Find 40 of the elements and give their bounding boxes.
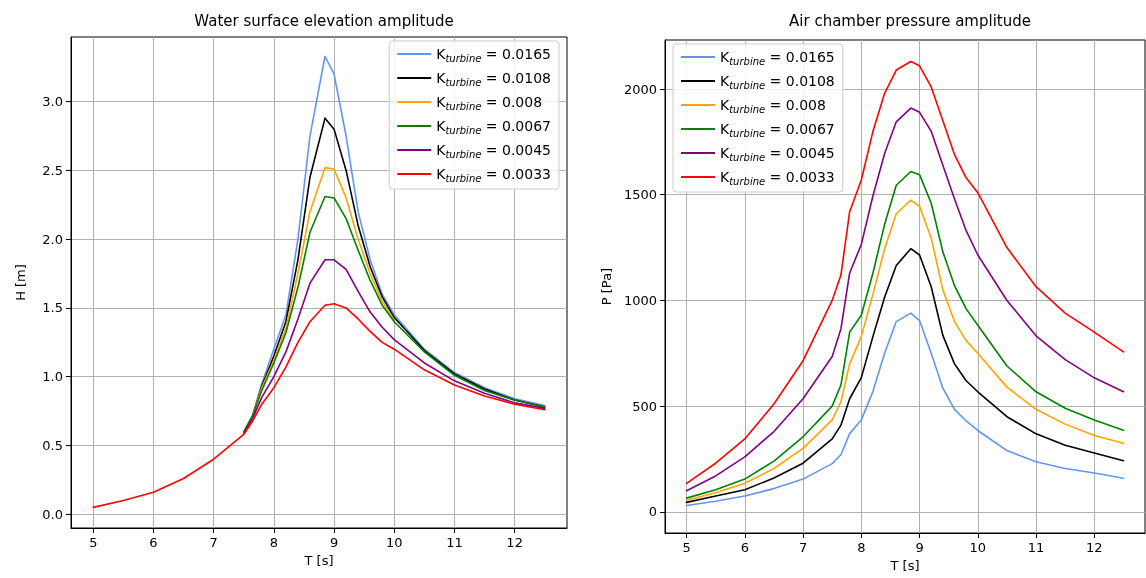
line-series xyxy=(251,166,396,417)
x-tick-label: 10 xyxy=(385,535,403,550)
x-tick-label: 9 xyxy=(329,535,339,550)
y-tick-label: 1500 xyxy=(623,187,657,203)
line-series xyxy=(92,303,546,509)
y-axis-title: H [m] xyxy=(13,264,28,301)
x-tick-label: 7 xyxy=(798,540,808,555)
x-tick-label: 10 xyxy=(969,540,987,555)
line-series xyxy=(685,247,1125,504)
y-tick-label: 0 xyxy=(648,504,657,520)
x-tick-label: 9 xyxy=(915,540,924,555)
line-series xyxy=(242,195,546,433)
x-tick-label: 7 xyxy=(209,535,218,550)
x-axis-title: T [s] xyxy=(889,557,920,573)
x-tick-label: 12 xyxy=(1086,540,1103,555)
y-tick-label: 3.0 xyxy=(42,94,63,110)
chart-title: Air chamber pressure amplitude xyxy=(789,11,1031,30)
chart-title: Water surface elevation amplitude xyxy=(194,11,454,30)
y-axis-title: P [Pa] xyxy=(599,267,615,306)
y-tick-label: 1000 xyxy=(623,292,657,308)
x-tick-label: 11 xyxy=(1027,540,1045,555)
x-tick-label: 6 xyxy=(740,540,749,555)
x-tick-label: 6 xyxy=(149,535,158,550)
y-tick-label: 500 xyxy=(632,398,657,414)
y-tick-label: 0.5 xyxy=(42,437,63,453)
line-series xyxy=(242,259,546,434)
y-tick-label: 1.5 xyxy=(42,300,63,316)
x-axis-title: T [s] xyxy=(303,552,334,568)
x-tick-label: 8 xyxy=(857,540,866,555)
y-tick-label: 2.5 xyxy=(42,162,63,178)
y-tick-label: 1.0 xyxy=(42,369,63,385)
y-tick-label: 2000 xyxy=(623,81,657,97)
line-series xyxy=(685,312,1125,507)
x-tick-label: 5 xyxy=(89,535,98,550)
x-tick-label: 12 xyxy=(506,535,523,550)
x-tick-label: 5 xyxy=(682,540,691,555)
x-tick-label: 8 xyxy=(269,535,278,550)
y-tick-label: 2.0 xyxy=(42,231,63,247)
y-tick-label: 0.0 xyxy=(42,506,63,522)
x-tick-label: 11 xyxy=(446,535,463,550)
